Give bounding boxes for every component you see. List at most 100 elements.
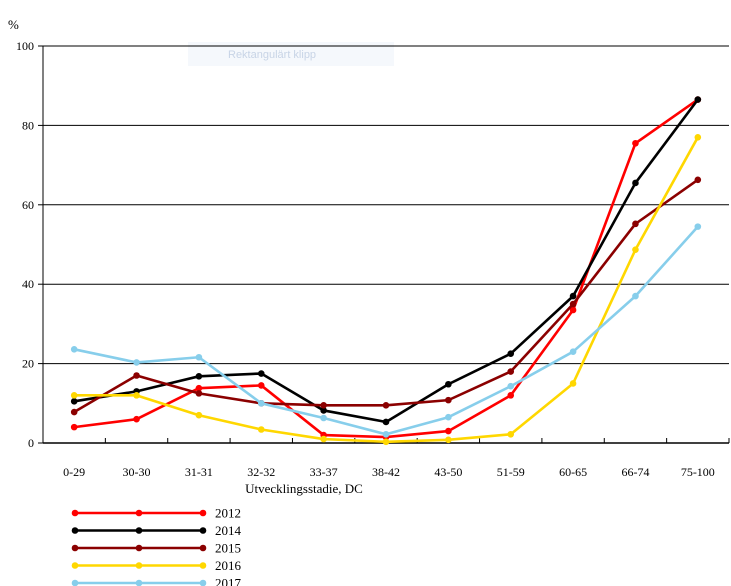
legend-entry-2017: 2017 <box>71 576 242 586</box>
data-point-2017-51-59 <box>507 382 515 390</box>
data-point-2015-33-37 <box>320 401 327 409</box>
snip-overlay-label: Rektangulärt klipp <box>228 49 316 61</box>
data-point-2015-51-59 <box>507 368 515 375</box>
data-point-2017-38-42 <box>382 430 390 438</box>
legend-marker-2015-2 <box>199 544 207 552</box>
y-axis-title: % <box>8 17 19 32</box>
data-point-2017-32-32 <box>257 400 265 407</box>
x-tick-label-43-50: 43-50 <box>434 465 462 479</box>
x-tick-label-66-74: 66-74 <box>621 465 649 479</box>
data-point-2017-0-29 <box>70 346 78 353</box>
data-point-2016-32-32 <box>257 426 265 433</box>
data-point-2017-30-30 <box>133 359 140 366</box>
legend-label-2016: 2016 <box>215 558 242 573</box>
data-point-2014-0-29 <box>70 398 78 405</box>
legend: 2012 2014 2015 2016 2017 <box>71 506 242 586</box>
legend-entry-2014: 2014 <box>71 523 242 538</box>
data-point-2017-31-31 <box>195 353 203 361</box>
legend-marker-2012-2 <box>199 509 207 517</box>
axes <box>42 46 729 444</box>
data-point-2015-75-100 <box>694 176 702 184</box>
grid-lines <box>43 45 729 365</box>
series-2015 <box>70 176 702 416</box>
data-point-2017-66-74 <box>632 292 639 300</box>
legend-entry-2016: 2016 <box>71 558 242 573</box>
x-tick-label-30-30: 30-30 <box>123 465 151 479</box>
x-tick-label-75-100: 75-100 <box>681 465 715 479</box>
y-tick-label-20: 20 <box>22 357 34 371</box>
data-point-2016-38-42 <box>382 438 390 446</box>
data-point-2015-66-74 <box>632 220 639 228</box>
legend-label-2015: 2015 <box>215 541 241 556</box>
legend-label-2014: 2014 <box>215 523 242 538</box>
x-tick-label-33-37: 33-37 <box>310 465 338 479</box>
data-point-2016-31-31 <box>195 411 203 419</box>
legend-marker-2015-0 <box>71 544 79 552</box>
y-tick-label-80: 80 <box>22 118 34 132</box>
x-tick-label-32-32: 32-32 <box>247 465 275 479</box>
legend-marker-2017-2 <box>199 579 207 586</box>
legend-entry-2015: 2015 <box>71 541 241 556</box>
legend-marker-2014-1 <box>135 527 143 534</box>
data-point-2014-66-74 <box>632 179 639 187</box>
data-point-2015-0-29 <box>70 408 78 416</box>
series-2016 <box>70 134 702 446</box>
y-tick-label-100: 100 <box>16 39 34 53</box>
legend-label-2017: 2017 <box>215 576 242 586</box>
x-tick-label-0-29: 0-29 <box>63 465 85 479</box>
data-point-2015-31-31 <box>195 390 203 397</box>
legend-marker-2017-0 <box>71 579 79 586</box>
y-tick-label-40: 40 <box>22 277 34 291</box>
data-point-2015-60-65 <box>569 300 577 308</box>
legend-marker-2016-1 <box>135 562 143 569</box>
x-axis-title: Utvecklingsstadie, DC <box>245 481 363 496</box>
data-point-2016-30-30 <box>133 392 140 399</box>
x-tick-label-60-65: 60-65 <box>559 465 587 479</box>
legend-marker-2014-2 <box>199 527 207 534</box>
x-tick-label-38-42: 38-42 <box>372 465 400 479</box>
series-2017 <box>70 223 702 438</box>
series-line-2015 <box>73 178 699 414</box>
data-point-2012-0-29 <box>70 423 78 431</box>
data-point-2012-51-59 <box>507 392 515 399</box>
data-point-2012-60-65 <box>569 306 577 314</box>
data-point-2016-0-29 <box>70 392 78 399</box>
data-point-2016-60-65 <box>569 380 577 387</box>
data-point-2016-33-37 <box>320 435 327 443</box>
data-point-2016-43-50 <box>445 436 452 444</box>
data-point-2012-31-31 <box>195 384 203 392</box>
data-point-2017-75-100 <box>694 223 702 230</box>
data-point-2014-33-37 <box>320 407 327 414</box>
legend-marker-2014-0 <box>71 527 79 534</box>
data-point-2016-75-100 <box>694 134 702 141</box>
legend-marker-2012-1 <box>135 509 143 517</box>
data-point-2015-38-42 <box>382 401 390 409</box>
x-tick-label-51-59: 51-59 <box>497 465 525 479</box>
legend-marker-2016-2 <box>199 562 207 569</box>
x-tick-label-31-31: 31-31 <box>185 465 213 479</box>
y-tick-label-0: 0 <box>28 436 34 450</box>
legend-marker-2012-0 <box>71 509 79 517</box>
data-point-2016-66-74 <box>632 246 639 253</box>
data-point-2014-75-100 <box>694 96 702 103</box>
data-point-2017-60-65 <box>569 348 577 355</box>
series-group <box>70 96 702 446</box>
legend-marker-2016-0 <box>71 562 79 569</box>
data-point-2016-51-59 <box>507 430 515 438</box>
series-2014 <box>70 96 702 426</box>
data-point-2014-43-50 <box>445 380 452 388</box>
x-axis-ticks: 0-29 30-30 31-31 32-32 33-37 38-42 43-50 51-59 6… <box>42 438 730 479</box>
y-axis-ticks: 0 20 40 60 80 100 <box>16 39 43 450</box>
data-point-2012-32-32 <box>257 382 265 389</box>
series-2012 <box>70 96 702 441</box>
legend-entry-2012: 2012 <box>71 506 241 521</box>
data-point-2012-66-74 <box>632 139 639 147</box>
data-point-2014-32-32 <box>257 370 265 377</box>
series-line-2014 <box>73 98 699 424</box>
data-point-2012-30-30 <box>133 415 140 423</box>
data-point-2014-60-65 <box>569 292 577 300</box>
data-point-2014-31-31 <box>195 373 203 380</box>
series-line-2012 <box>74 98 699 439</box>
data-point-2014-38-42 <box>382 418 390 426</box>
